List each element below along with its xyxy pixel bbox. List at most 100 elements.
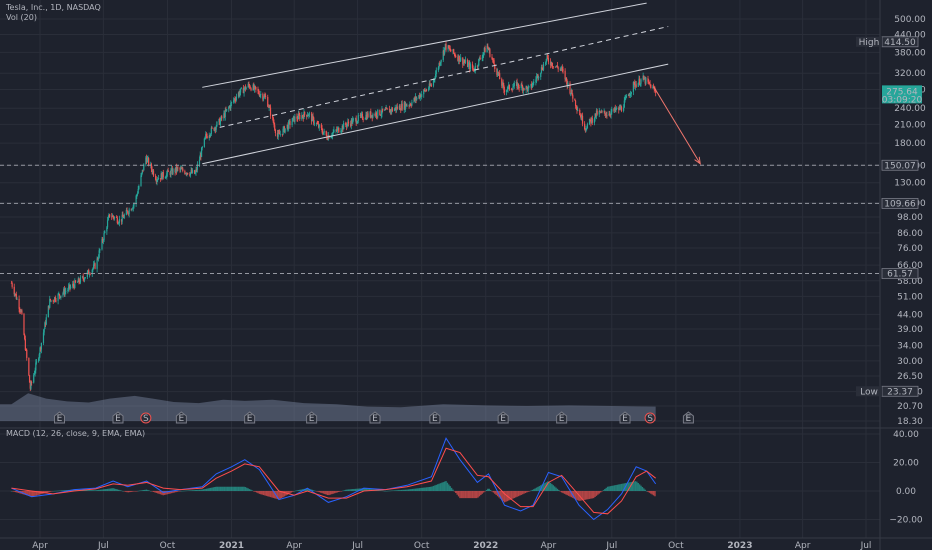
macd-hist-bar [331,491,333,495]
candle-body [613,107,616,111]
candle-body [382,108,384,111]
macd-hist-bar [531,489,534,491]
candle-body [196,169,198,170]
macd-hist-bar [122,491,124,492]
macd-hist-bar [622,483,624,491]
candle-body [165,177,167,178]
price-tick-label: 30.00 [897,357,923,367]
macd-hist-bar [58,490,60,492]
macd-hist-bar [424,487,426,491]
candle-body [254,85,256,87]
macd-hist-bar [140,490,142,491]
candle-body [152,170,154,173]
macd-hist-bar [313,490,315,491]
macd-hist-bar [251,490,254,491]
candle-body [205,134,207,137]
candle-body [416,97,418,100]
macd-hist-bar [314,490,316,492]
candle-body [24,339,26,351]
macd-hist-bar [588,491,591,499]
candle-body [47,305,49,318]
candle-body [31,382,33,383]
macd-hist-bar [215,486,217,491]
macd-hist-bar [631,481,634,491]
macd-hist-bar [566,491,568,496]
macd-hist-bar [478,491,481,497]
candle-body [386,108,389,110]
macd-hist-bar [482,491,485,493]
candle-body [428,83,430,89]
macd-hist-bar [503,491,506,503]
candle-body [488,49,490,51]
candle-body [371,115,373,118]
candle-body [325,130,327,136]
candle-body [610,111,612,116]
price-tick-label: 39.00 [897,325,923,335]
macd-hist-bar [559,491,561,492]
candle-body [546,55,548,59]
macd-hist-bar [239,486,241,491]
macd-hist-bar [123,491,125,492]
earnings-marker-icon [244,411,256,424]
macd-hist-bar [201,489,203,491]
candle-body [473,70,476,72]
macd-hist-bar [528,491,531,492]
candle-body [336,129,338,131]
candle-body [648,81,650,83]
macd-hist-bar [318,491,320,493]
candle-body [166,173,168,178]
candle-body [493,60,495,65]
macd-hist-bar [574,491,577,500]
candle-body [284,128,286,133]
candle-body [405,103,407,109]
candle-body [159,178,162,180]
candle-body [292,117,294,122]
macd-hist-bar [651,491,653,495]
macd-hist-bar [576,491,578,500]
candle-body [89,274,91,276]
candle-body [18,298,20,309]
candle-body [375,112,377,116]
macd-hist-bar [381,490,383,492]
macd-hist-bar [441,482,443,491]
candle-body [643,75,645,80]
macd-hist-bar [397,490,400,491]
candle-body [467,63,469,67]
macd-hist-bar [257,491,259,494]
candle-body [497,71,499,75]
candle-body [570,93,572,94]
candle-body [50,300,52,302]
candle-body [136,193,139,195]
macd-hist-bar [101,489,103,491]
candle-body [184,173,187,175]
candle-body [564,70,566,80]
candle-body [355,118,357,124]
candle-body [604,113,607,116]
price-tick-label: 500.00 [894,15,926,25]
candle-body [107,217,109,221]
macd-hist-bar [509,491,511,500]
candle-body [181,168,183,170]
macd-hist-bar [115,488,117,491]
candle-body [250,88,252,91]
macd-hist-bar [152,491,155,492]
candle-body [628,94,630,97]
candle-body [502,82,504,85]
candle-body [240,87,242,89]
candle-body [364,118,366,120]
candle-body [537,74,539,79]
current-price-box [882,85,922,104]
candle-body [35,361,38,363]
candle-body [184,170,186,174]
candle-body [322,131,324,135]
candle-body [219,118,221,125]
candle-body [354,118,357,120]
candle-body [59,296,61,298]
candle-body [13,286,15,295]
macd-hist-bar [65,490,67,491]
macd-hist-bar [648,491,651,493]
candle-body [655,90,657,93]
macd-hist-bar [346,489,348,491]
time-tick-label: Apr [32,541,48,550]
